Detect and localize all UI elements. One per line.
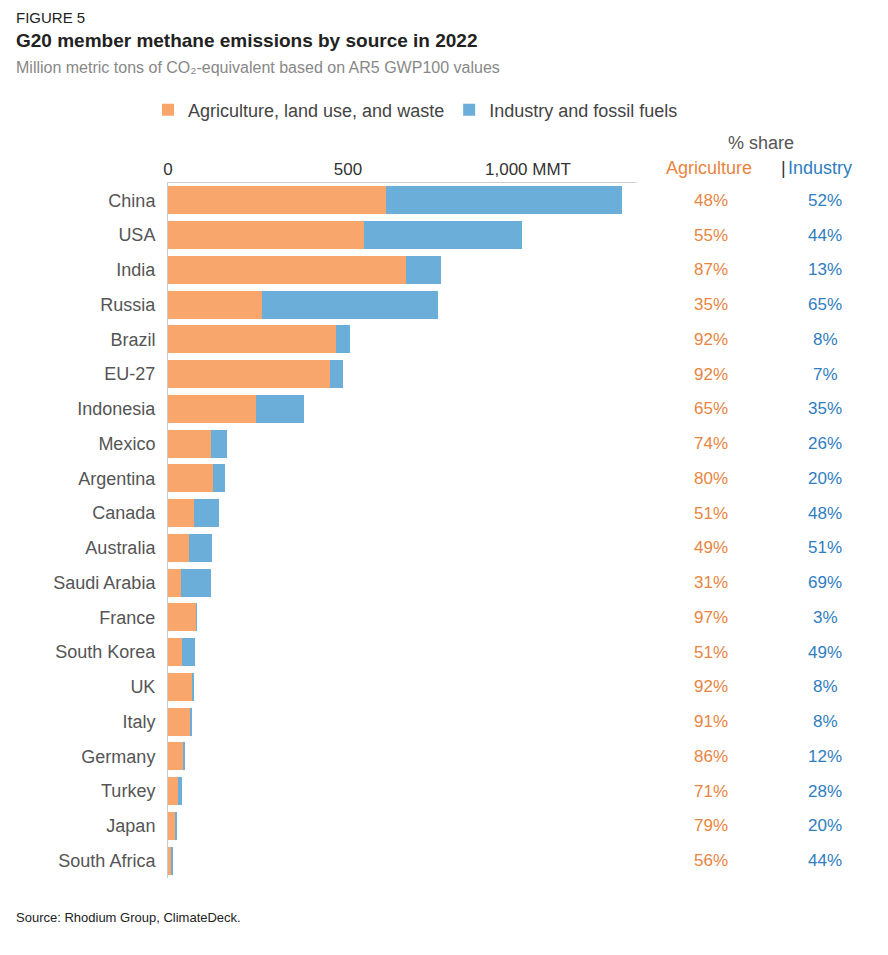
svg-text:13%: 13% xyxy=(808,260,842,279)
svg-text:49%: 49% xyxy=(694,538,728,557)
svg-text:Industry: Industry xyxy=(788,158,852,178)
svg-text:20%: 20% xyxy=(808,469,842,488)
svg-text:Russia: Russia xyxy=(100,295,156,315)
svg-text:56%: 56% xyxy=(694,851,728,870)
svg-text:20%: 20% xyxy=(808,816,842,835)
svg-text:Agriculture, land use, and was: Agriculture, land use, and waste xyxy=(188,101,444,121)
svg-text:500: 500 xyxy=(334,160,362,179)
svg-text:Brazil: Brazil xyxy=(110,330,155,350)
svg-text:South Korea: South Korea xyxy=(55,642,156,662)
svg-text:51%: 51% xyxy=(808,538,842,557)
svg-text:USA: USA xyxy=(118,225,155,245)
svg-text:92%: 92% xyxy=(694,677,728,696)
svg-text:12%: 12% xyxy=(808,747,842,766)
svg-text:% share: % share xyxy=(728,133,794,153)
svg-text:92%: 92% xyxy=(694,365,728,384)
svg-text:8%: 8% xyxy=(813,712,838,731)
svg-text:48%: 48% xyxy=(694,191,728,210)
svg-text:Agriculture: Agriculture xyxy=(666,158,752,178)
svg-text:Industry and fossil fuels: Industry and fossil fuels xyxy=(489,101,677,121)
svg-text:Turkey: Turkey xyxy=(101,781,155,801)
svg-text:35%: 35% xyxy=(808,399,842,418)
svg-text:31%: 31% xyxy=(694,573,728,592)
svg-text:91%: 91% xyxy=(694,712,728,731)
svg-text:28%: 28% xyxy=(808,782,842,801)
svg-text:65%: 65% xyxy=(808,295,842,314)
svg-text:79%: 79% xyxy=(694,816,728,835)
svg-text:|: | xyxy=(781,158,786,178)
svg-text:80%: 80% xyxy=(694,469,728,488)
svg-text:South Africa: South Africa xyxy=(58,851,156,871)
svg-text:44%: 44% xyxy=(808,851,842,870)
svg-text:71%: 71% xyxy=(694,782,728,801)
svg-text:UK: UK xyxy=(130,677,155,697)
svg-text:7%: 7% xyxy=(813,365,838,384)
svg-text:8%: 8% xyxy=(813,330,838,349)
svg-text:G20 member methane emissions b: G20 member methane emissions by source i… xyxy=(16,30,477,51)
svg-text:Japan: Japan xyxy=(106,816,155,836)
svg-text:Indonesia: Indonesia xyxy=(77,399,156,419)
svg-text:Australia: Australia xyxy=(85,538,156,558)
svg-text:26%: 26% xyxy=(808,434,842,453)
svg-text:Italy: Italy xyxy=(122,712,155,732)
svg-text:3%: 3% xyxy=(813,608,838,627)
svg-text:86%: 86% xyxy=(694,747,728,766)
svg-text:8%: 8% xyxy=(813,677,838,696)
svg-text:74%: 74% xyxy=(694,434,728,453)
svg-text:52%: 52% xyxy=(808,191,842,210)
svg-text:Saudi Arabia: Saudi Arabia xyxy=(53,573,156,593)
svg-text:Canada: Canada xyxy=(92,503,156,523)
svg-text:Germany: Germany xyxy=(81,747,155,767)
svg-text:China: China xyxy=(108,191,156,211)
svg-text:FIGURE 5: FIGURE 5 xyxy=(16,9,85,26)
svg-text:France: France xyxy=(99,608,155,628)
svg-text:48%: 48% xyxy=(808,504,842,523)
svg-text:69%: 69% xyxy=(808,573,842,592)
svg-text:65%: 65% xyxy=(694,399,728,418)
svg-text:Argentina: Argentina xyxy=(78,469,156,489)
svg-text:97%: 97% xyxy=(694,608,728,627)
svg-text:87%: 87% xyxy=(694,260,728,279)
svg-text:49%: 49% xyxy=(808,643,842,662)
svg-text:51%: 51% xyxy=(694,643,728,662)
svg-text:44%: 44% xyxy=(808,226,842,245)
svg-text:Million metric tons of CO₂-equ: Million metric tons of CO₂-equivalent ba… xyxy=(16,59,500,76)
svg-text:0: 0 xyxy=(163,160,172,179)
svg-text:India: India xyxy=(116,260,156,280)
svg-text:92%: 92% xyxy=(694,330,728,349)
svg-text:51%: 51% xyxy=(694,504,728,523)
svg-text:55%: 55% xyxy=(694,226,728,245)
svg-text:Source: Rhodium Group, Climate: Source: Rhodium Group, ClimateDeck. xyxy=(16,910,241,925)
svg-text:35%: 35% xyxy=(694,295,728,314)
svg-text:EU-27: EU-27 xyxy=(104,364,155,384)
svg-text:1,000 MMT: 1,000 MMT xyxy=(485,160,571,179)
svg-text:Mexico: Mexico xyxy=(98,434,155,454)
